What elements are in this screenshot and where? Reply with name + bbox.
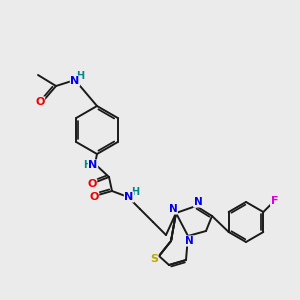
Text: N: N (70, 76, 80, 86)
Text: S: S (150, 254, 158, 264)
Text: N: N (124, 192, 134, 202)
Text: O: O (35, 97, 45, 107)
Text: F: F (271, 196, 278, 206)
Text: O: O (87, 179, 97, 189)
Text: N: N (184, 236, 194, 246)
Text: H: H (76, 71, 84, 81)
Text: N: N (194, 197, 202, 207)
Text: H: H (131, 187, 139, 197)
Text: O: O (89, 192, 99, 202)
Text: N: N (169, 204, 177, 214)
Text: H: H (83, 160, 91, 170)
Text: N: N (88, 160, 98, 170)
